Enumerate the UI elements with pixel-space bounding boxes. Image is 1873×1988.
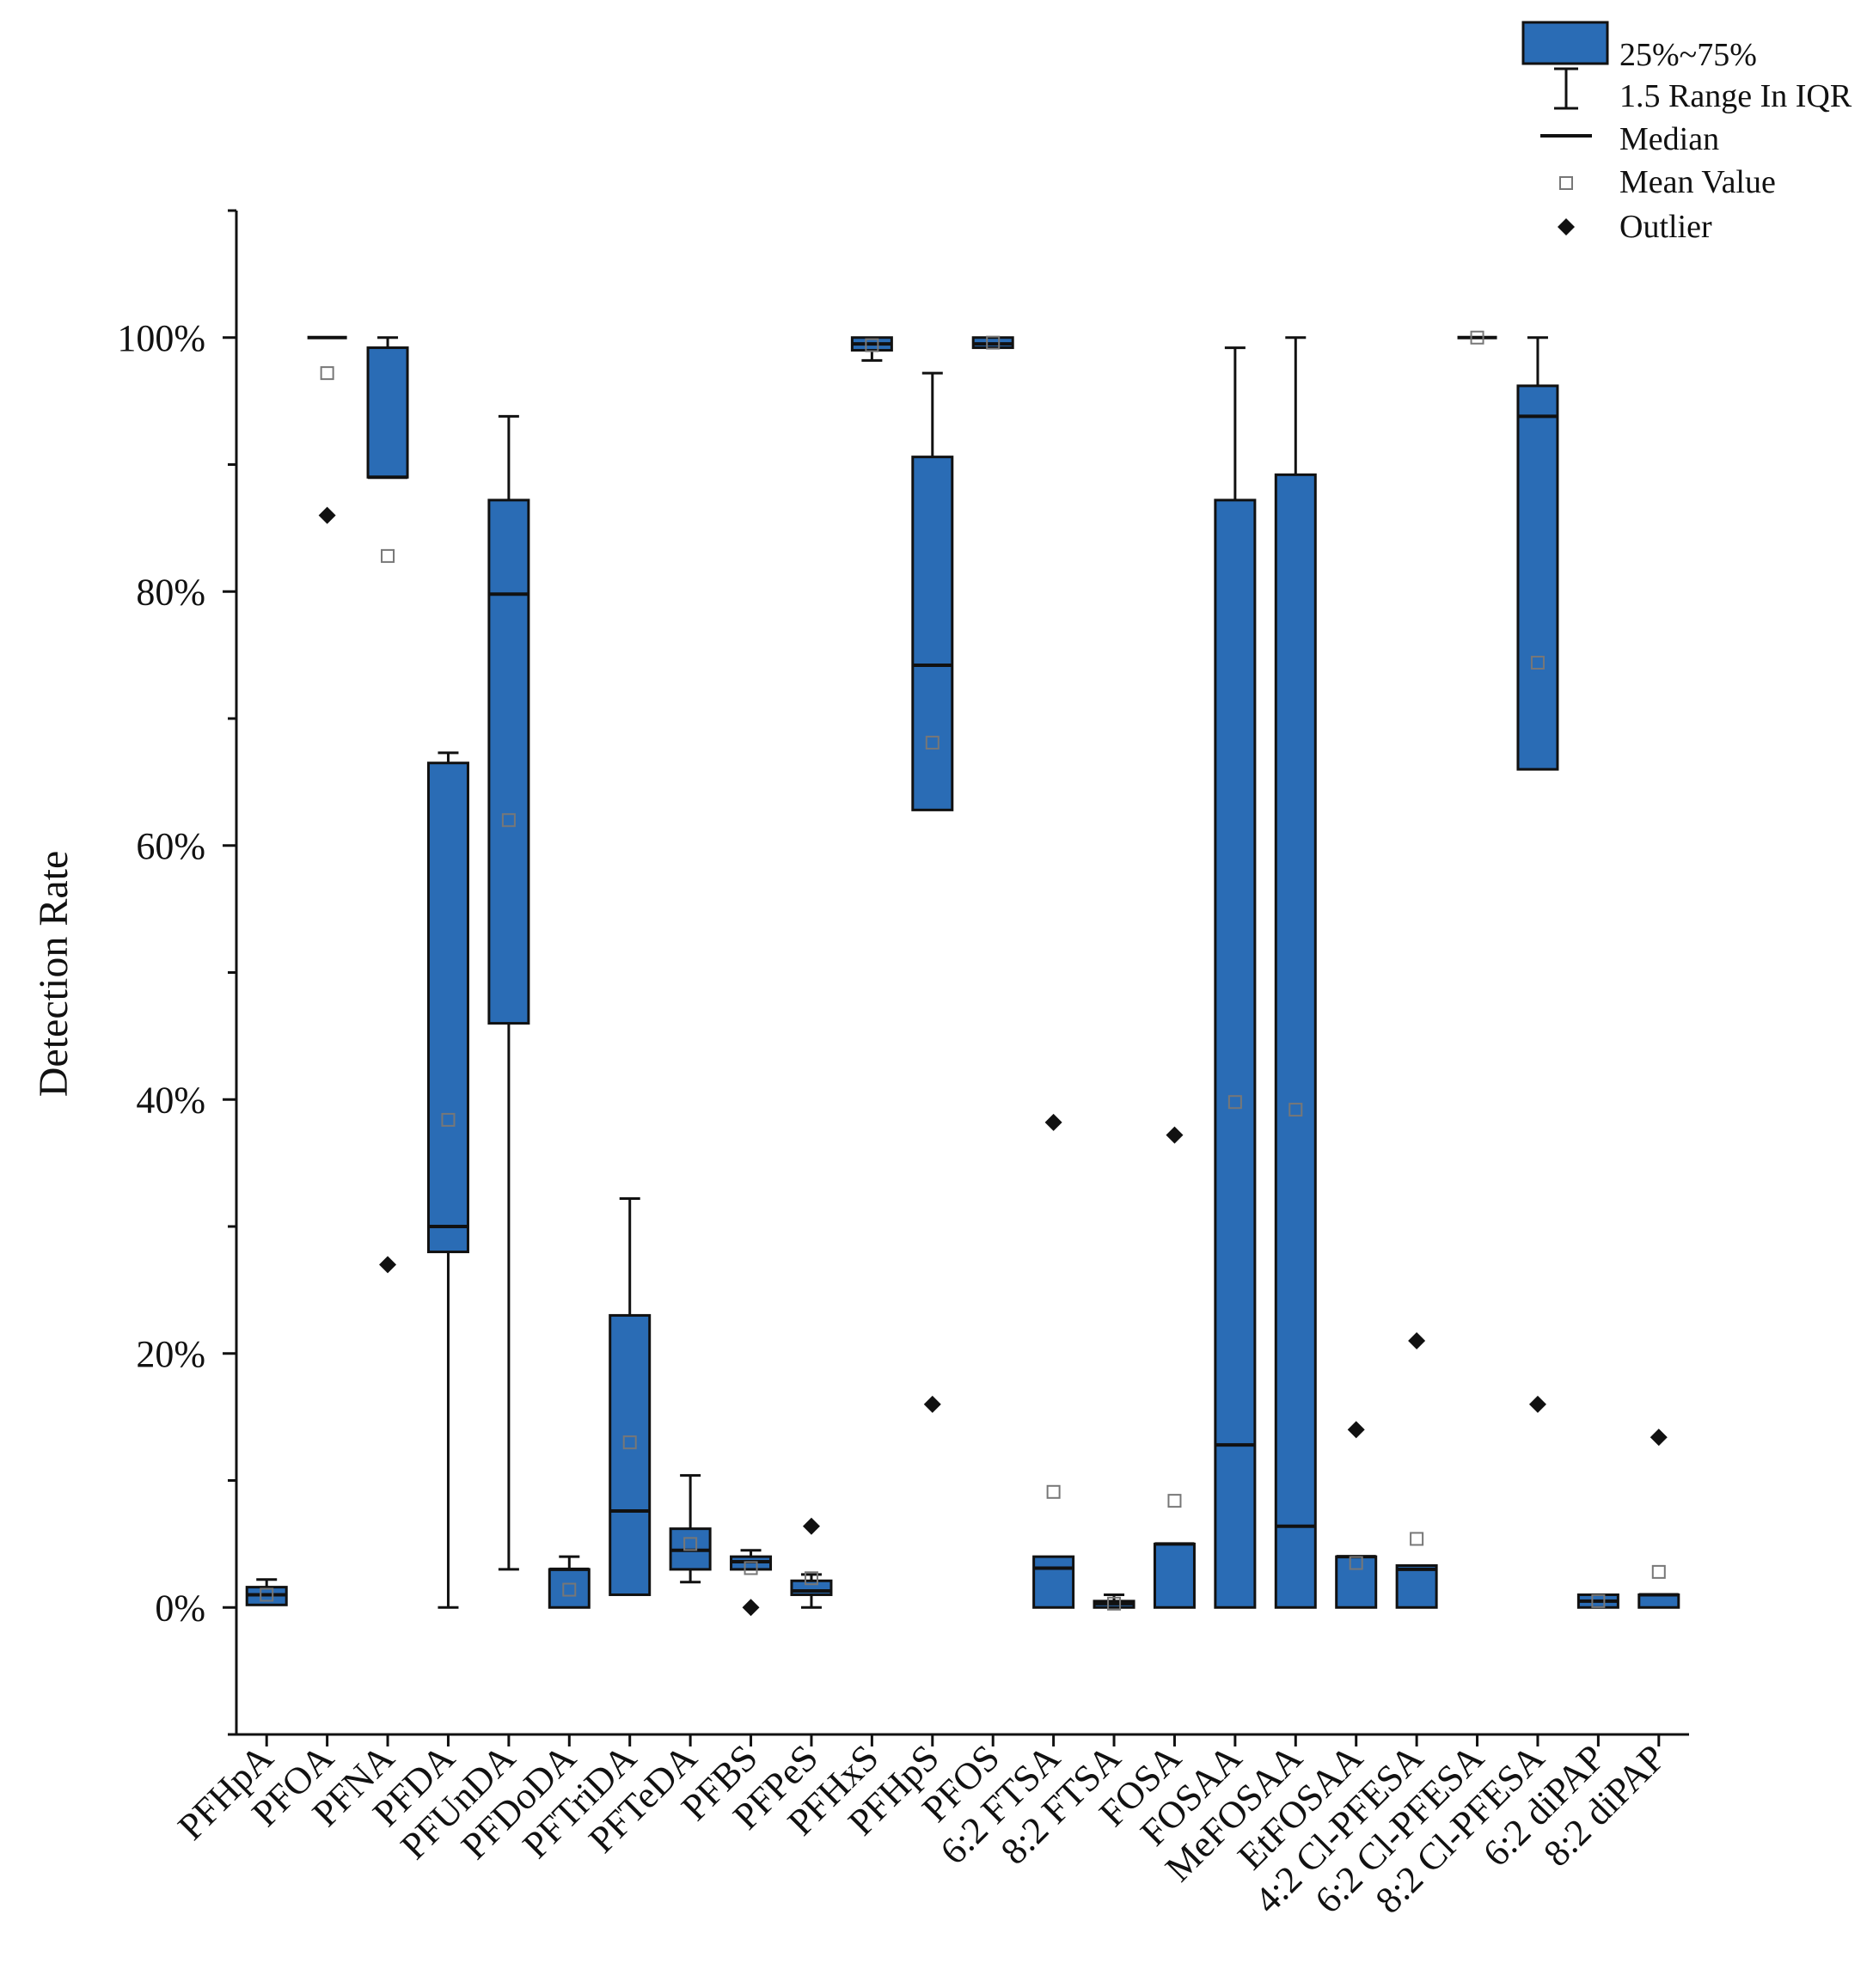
mean-marker [1410, 1532, 1424, 1546]
box-pfda [426, 751, 469, 1609]
box-pfpes [790, 1517, 833, 1609]
legend-mean-symbol [1559, 176, 1573, 190]
mean-marker [1530, 655, 1545, 670]
outlier-marker [1650, 1428, 1668, 1447]
mean-marker [1288, 1103, 1303, 1117]
legend-label-outlier: Outlier [1619, 209, 1712, 245]
box-pfhps [911, 371, 954, 1413]
box-pfna [366, 336, 409, 1274]
box-pfoa [307, 335, 347, 524]
mean-marker [501, 813, 516, 828]
box-etfosaa [1335, 1421, 1378, 1609]
y-axis-label: Detection Rate [31, 851, 77, 1098]
legend-label-box: 25%~75% [1619, 37, 1757, 73]
box-pfbs [730, 1549, 773, 1617]
box-pfhxs [850, 336, 893, 362]
box-pftrida [609, 1196, 652, 1596]
iqr-box [1516, 384, 1559, 771]
y-tick-label: 60% [136, 825, 205, 867]
outlier-marker [1044, 1113, 1062, 1131]
iqr-box [487, 499, 530, 1025]
mean-marker [865, 338, 879, 352]
iqr-box [1274, 473, 1317, 1609]
legend-label-median: Median [1619, 121, 1719, 157]
mean-marker [1227, 1095, 1242, 1110]
iqr-box [1032, 1555, 1075, 1609]
plot-axes: 0% 20% 40% 60% 80% 100% [117, 209, 1689, 1746]
box-6-2-ftsa [1032, 1113, 1075, 1609]
y-tick-label: 20% [136, 1333, 205, 1375]
box-pfunda [487, 414, 530, 1571]
outlier-marker [1408, 1331, 1426, 1349]
mean-marker [320, 366, 334, 381]
mean-marker [1470, 330, 1484, 345]
mean-marker [1349, 1556, 1363, 1570]
box-pfteda [669, 1474, 712, 1584]
outlier-marker [1347, 1421, 1365, 1439]
outlier-marker [318, 506, 336, 524]
iqr-box [1153, 1542, 1196, 1609]
iqr-box [609, 1313, 652, 1596]
y-tick-label: 40% [136, 1079, 205, 1121]
outlier-marker [1166, 1126, 1184, 1144]
box-4-2-cl-pfesa [1395, 1331, 1438, 1609]
plot-labels: PFHpAPFOAPFNAPFDAPFUnDAPFDoDAPFTriDAPFTe… [170, 1736, 1674, 1921]
mean-marker [1651, 1564, 1666, 1579]
mean-marker [260, 1587, 274, 1602]
box-8-2-cl-pfesa [1516, 336, 1559, 1413]
legend-box-symbol [1521, 21, 1609, 65]
iqr-box [1214, 499, 1257, 1609]
plot-boxes [245, 330, 1680, 1617]
box-fosaa [1214, 346, 1257, 1609]
mean-marker [622, 1435, 637, 1450]
box-pfhpa [245, 1578, 288, 1606]
iqr-box [548, 1568, 591, 1609]
mean-marker [1167, 1494, 1182, 1508]
iqr-box [1637, 1593, 1680, 1609]
iqr-box [1395, 1563, 1438, 1609]
mean-marker [441, 1112, 456, 1127]
outlier-marker [802, 1517, 820, 1535]
box-mefosaa [1274, 336, 1317, 1609]
legend-label-mean: Mean Value [1619, 164, 1776, 200]
legend-outlier-symbol [1558, 218, 1575, 236]
outlier-marker [1528, 1395, 1546, 1413]
legend-label-whisker: 1.5 Range In IQR [1619, 78, 1852, 114]
mean-marker [986, 335, 1001, 350]
mean-marker [562, 1582, 577, 1597]
box-8-2-dipap [1637, 1428, 1680, 1609]
iqr-box [426, 762, 469, 1254]
mean-marker [804, 1571, 818, 1586]
box-pfos [971, 335, 1014, 350]
mean-marker [1046, 1484, 1061, 1499]
outlier-marker [923, 1395, 941, 1413]
mean-marker [1591, 1593, 1606, 1608]
box-8-2-ftsa [1093, 1593, 1135, 1611]
y-tick-label: 80% [136, 571, 205, 613]
mean-marker [925, 736, 940, 750]
y-tick-label: 100% [117, 317, 205, 359]
outlier-marker [742, 1599, 760, 1617]
iqr-box [1335, 1555, 1378, 1609]
mean-marker [744, 1561, 758, 1575]
legend: 25%~75% 1.5 Range In IQR Median Mean Value O… [1521, 21, 1852, 245]
iqr-box [911, 456, 954, 811]
box-6-2-dipap [1576, 1593, 1619, 1609]
box-6-2-cl-pfesa [1457, 330, 1497, 345]
mean-marker [1107, 1596, 1122, 1611]
mean-marker [683, 1537, 698, 1551]
box-pfdoda [548, 1555, 591, 1609]
iqr-box [366, 346, 409, 479]
box-fosa [1153, 1126, 1196, 1609]
outlier-marker [379, 1256, 397, 1274]
mean-marker [381, 548, 395, 563]
y-tick-label: 0% [155, 1587, 205, 1629]
